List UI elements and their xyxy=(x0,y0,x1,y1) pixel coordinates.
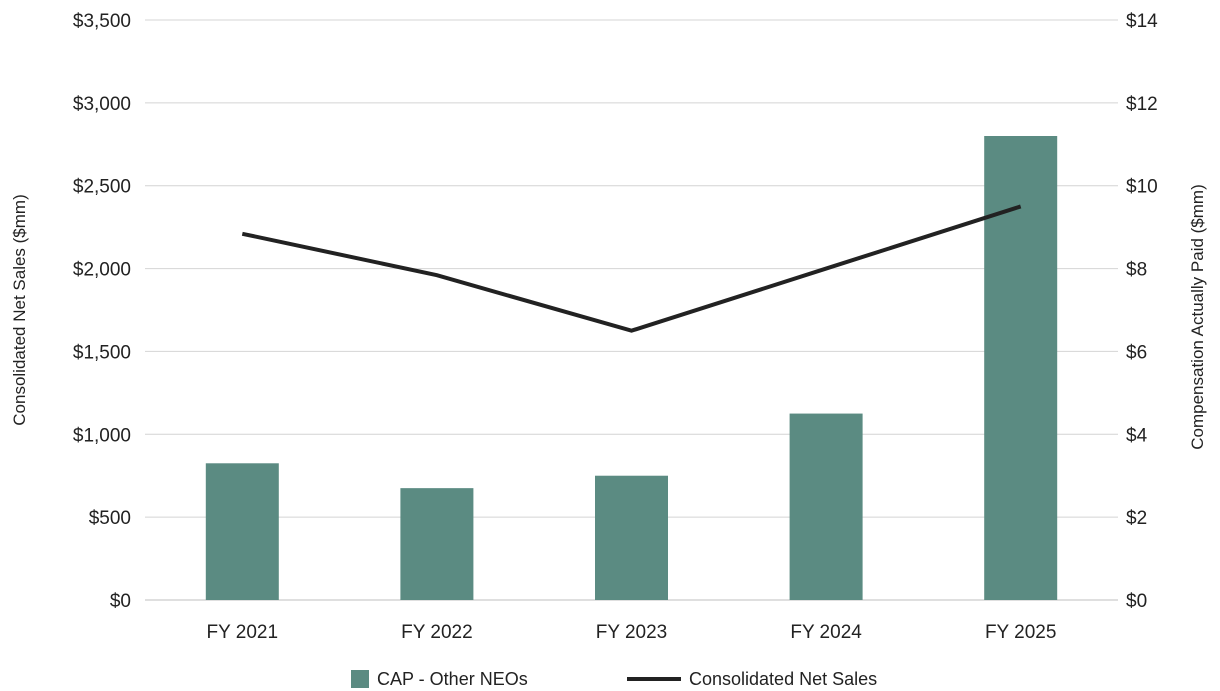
x-tick-label: FY 2023 xyxy=(596,622,667,643)
x-tick-label: FY 2024 xyxy=(790,622,862,643)
right-tick-label: $8 xyxy=(1126,260,1147,281)
legend-label-cap: CAP - Other NEOs xyxy=(377,669,528,689)
left-tick-label: $0 xyxy=(110,591,131,612)
left-tick-label: $3,000 xyxy=(73,94,131,115)
legend-swatch-cap xyxy=(351,670,369,688)
right-tick-label: $0 xyxy=(1126,591,1147,612)
right-tick-label: $4 xyxy=(1126,425,1148,446)
right-axis-ticks: $0 $2 $4 $6 $8 $10 $12 $14 xyxy=(1126,11,1158,612)
x-tick-label: FY 2022 xyxy=(401,622,472,643)
bar-cap-other-neos xyxy=(984,136,1057,600)
left-axis-title: Consolidated Net Sales ($mm) xyxy=(10,194,29,425)
bar-cap-other-neos xyxy=(400,488,473,600)
right-tick-label: $6 xyxy=(1126,342,1147,363)
left-tick-label: $1,500 xyxy=(73,342,131,363)
x-tick-label: FY 2025 xyxy=(985,622,1056,643)
left-axis-ticks: $0 $500 $1,000 $1,500 $2,000 $2,500 $3,000 $3,5… xyxy=(73,11,131,612)
legend: CAP - Other NEOs Consolidated Net Sales xyxy=(351,669,877,689)
left-tick-label: $500 xyxy=(89,508,131,529)
right-tick-label: $12 xyxy=(1126,94,1158,115)
left-tick-label: $2,500 xyxy=(73,177,131,198)
right-axis-title: Compensation Actually Paid ($mm) xyxy=(1188,184,1207,450)
bar-cap-other-neos xyxy=(206,463,279,600)
bar-cap-other-neos xyxy=(595,476,668,600)
left-tick-label: $3,500 xyxy=(73,11,131,32)
legend-label-net-sales: Consolidated Net Sales xyxy=(689,669,877,689)
bar-cap-other-neos xyxy=(790,414,863,600)
right-tick-label: $2 xyxy=(1126,508,1147,529)
right-tick-label: $14 xyxy=(1126,11,1158,32)
x-tick-label: FY 2021 xyxy=(207,622,278,643)
left-tick-label: $2,000 xyxy=(73,260,131,281)
left-tick-label: $1,000 xyxy=(73,425,131,446)
right-tick-label: $10 xyxy=(1126,177,1158,198)
bars xyxy=(206,136,1057,600)
x-axis-ticks: FY 2021 FY 2022 FY 2023 FY 2024 FY 2025 xyxy=(207,622,1057,643)
